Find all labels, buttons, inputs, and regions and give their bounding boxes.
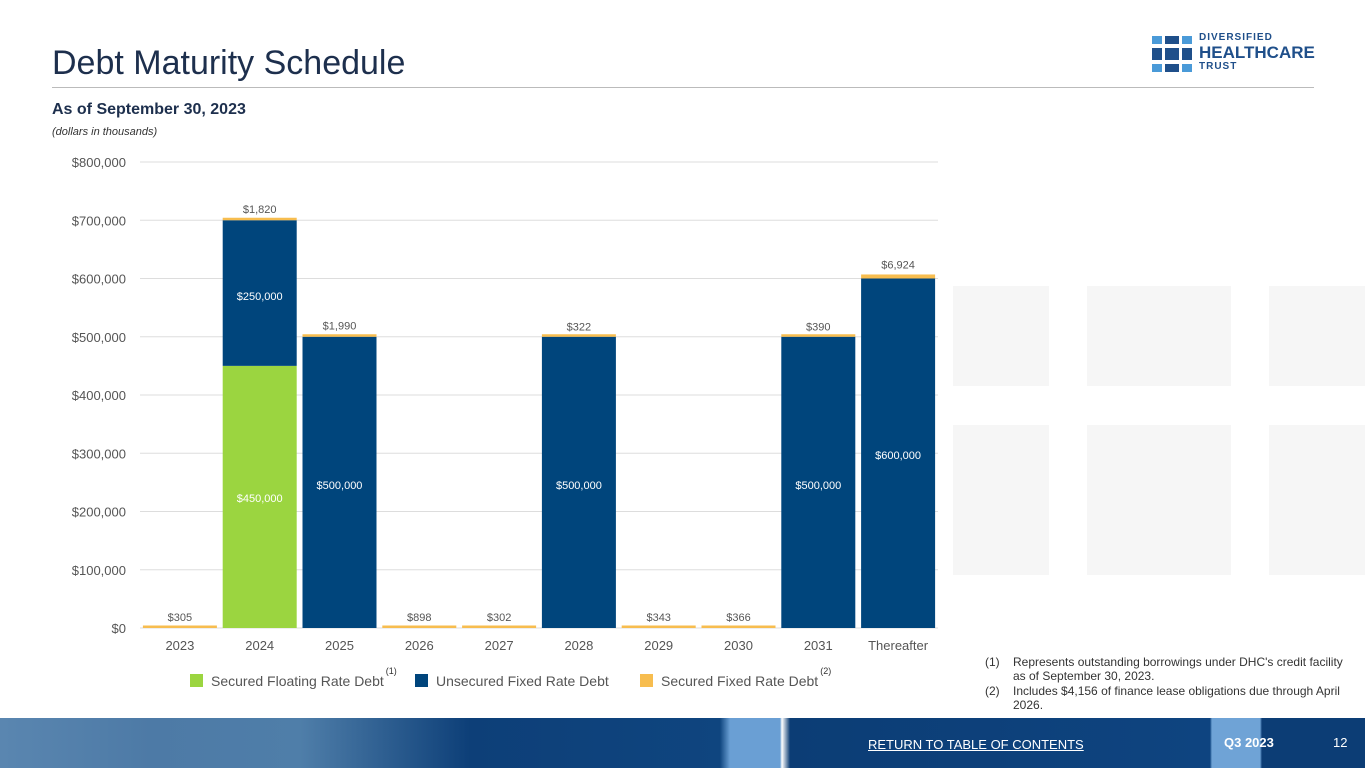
bar-secured-fixed-rate-debt	[701, 625, 776, 628]
x-tick-label: Thereafter	[868, 638, 929, 653]
y-tick-label: $200,000	[72, 505, 126, 520]
data-label: $500,000	[556, 480, 602, 492]
bar-secured-fixed-rate-debt	[382, 625, 457, 628]
legend-label: Secured Fixed Rate Debt	[661, 673, 818, 689]
watermark-square	[1269, 425, 1365, 575]
x-tick-label: 2027	[485, 638, 514, 653]
bar-secured-fixed-rate-debt	[462, 625, 537, 628]
debt-maturity-chart: $0 $100,000 $200,000 $300,000 $400,000 $500,0…	[72, 155, 938, 689]
data-label: $390	[806, 322, 830, 334]
subtitle: As of September 30, 2023	[52, 101, 246, 118]
data-label: $343	[646, 612, 670, 624]
y-tick-label: $500,000	[72, 330, 126, 345]
quarter-label: Q3 2023	[1224, 735, 1274, 750]
data-label: $1,990	[323, 321, 357, 333]
legend-superscript: (1)	[386, 666, 397, 676]
bar-unsecured-fixed-rate-debt	[541, 336, 616, 628]
watermark-square	[1087, 425, 1231, 575]
data-label: $302	[487, 612, 511, 624]
page-title: Debt Maturity Schedule	[52, 44, 406, 82]
data-label: $6,924	[881, 259, 915, 271]
bar-secured-fixed-rate-debt	[621, 625, 696, 628]
footnotes: (1) Represents outstanding borrowings und…	[985, 655, 1345, 713]
units-note: (dollars in thousands)	[52, 126, 158, 138]
x-tick-label: 2031	[804, 638, 833, 653]
bar-secured-fixed-rate-debt	[302, 334, 377, 337]
x-tick-label: 2023	[165, 638, 194, 653]
logo: DIVERSIFIED HEALTHCARE TRUST	[1199, 32, 1315, 72]
data-label: $322	[567, 322, 591, 334]
data-label: $898	[407, 612, 431, 624]
bar-secured-fixed-rate-debt	[781, 334, 856, 337]
legend-label: Secured Floating Rate Debt	[211, 673, 384, 689]
y-tick-label: $400,000	[72, 388, 126, 403]
y-tick-label: $600,000	[72, 272, 126, 287]
bar-secured-fixed-rate-debt	[142, 625, 217, 628]
x-tick-label: 2024	[245, 638, 274, 653]
divider	[52, 87, 1314, 88]
data-label: $366	[726, 612, 750, 624]
bar-secured-fixed-rate-debt	[861, 274, 936, 279]
x-tick-label: 2028	[564, 638, 593, 653]
legend-swatch	[415, 674, 428, 687]
bar-secured-fixed-rate-debt	[222, 217, 297, 221]
y-tick-label: $0	[112, 621, 126, 636]
bar-secured-floating-rate-debt	[222, 365, 297, 628]
y-tick-label: $800,000	[72, 155, 126, 170]
data-label: $305	[168, 612, 192, 624]
legend-swatch	[190, 674, 203, 687]
footnote: (2) Includes $4,156 of finance lease obli…	[985, 684, 1340, 712]
bar-unsecured-fixed-rate-debt	[302, 336, 377, 628]
watermark-square	[1087, 286, 1231, 386]
data-label: $450,000	[237, 493, 283, 505]
legend-superscript: (2)	[820, 666, 831, 676]
bar-unsecured-fixed-rate-debt	[222, 220, 297, 366]
x-tick-label: 2029	[644, 638, 673, 653]
y-tick-label: $100,000	[72, 563, 126, 578]
footnote: (1) Represents outstanding borrowings und…	[985, 655, 1343, 683]
bar-secured-fixed-rate-debt	[541, 334, 616, 337]
x-tick-label: 2026	[405, 638, 434, 653]
logo-icon	[1152, 36, 1192, 72]
watermark-square	[1269, 286, 1365, 386]
watermark-square	[953, 425, 1049, 575]
data-label: $250,000	[237, 291, 283, 303]
page-number: 12	[1333, 735, 1348, 750]
x-tick-label: 2025	[325, 638, 354, 653]
return-to-toc-link[interactable]: RETURN TO TABLE OF CONTENTS	[868, 737, 1084, 752]
x-tick-label: 2030	[724, 638, 753, 653]
legend-label: Unsecured Fixed Rate Debt	[436, 673, 609, 689]
data-label: $500,000	[795, 480, 841, 492]
bar-unsecured-fixed-rate-debt	[781, 336, 856, 628]
y-tick-label: $300,000	[72, 446, 126, 461]
footer-banner	[0, 718, 1365, 768]
bar-unsecured-fixed-rate-debt	[861, 278, 936, 628]
watermark-square	[953, 286, 1049, 386]
y-tick-label: $700,000	[72, 213, 126, 228]
legend-swatch	[640, 674, 653, 687]
data-label: $500,000	[317, 480, 363, 492]
data-label: $1,820	[243, 204, 277, 216]
data-label: $600,000	[875, 450, 921, 462]
